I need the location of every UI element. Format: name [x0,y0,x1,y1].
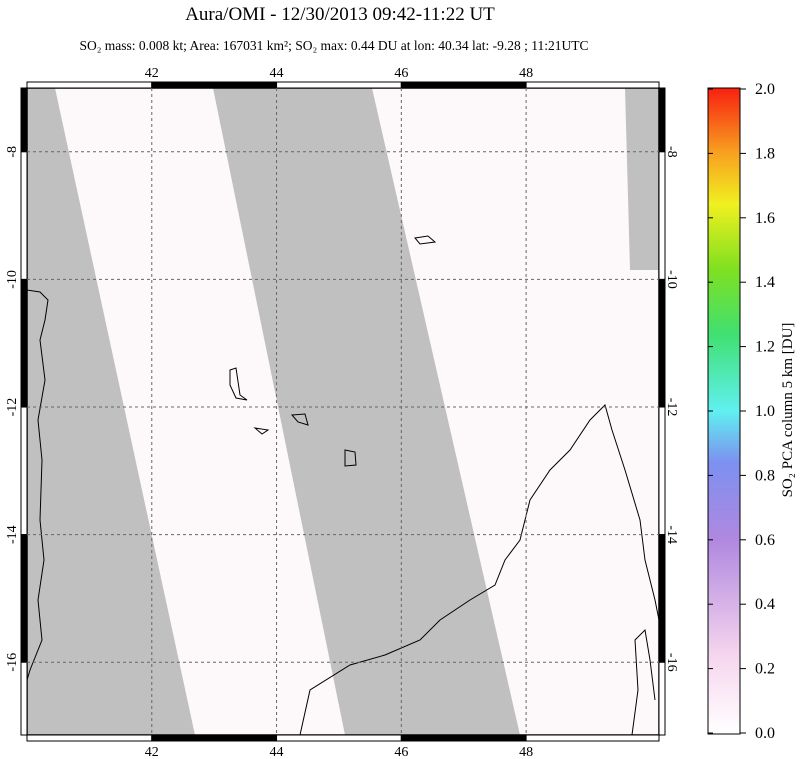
frame-bar [525,81,660,89]
lat-tick-label: -14 [664,525,679,544]
lat-tick-label: -10 [5,270,20,289]
frame-bar [20,151,28,280]
lon-tick-label: 48 [519,66,533,81]
frame-bar [658,406,666,536]
frame-bar [658,151,666,280]
frame-bar [658,534,666,663]
colorbar-label: SO₂ PCA column 5 km [DU] [780,323,796,498]
frame-bar [20,406,28,536]
frame-bar [151,81,278,89]
lat-tick-label: -16 [664,653,679,672]
frame-bar [151,734,278,742]
lat-tick-label: -12 [664,398,679,417]
frame-bar [525,734,660,742]
title: Aura/OMI - 12/30/2013 09:42-11:22 UT [185,4,495,25]
lon-tick-label: 42 [145,66,159,81]
colorbar-tick-label: 2.0 [755,81,775,98]
colorbar-tick-label: 0.8 [755,467,775,484]
lat-tick-label: -10 [664,270,679,289]
coastline [27,235,659,735]
colorbar-tick-label: 1.4 [755,274,775,291]
colorbar-tick-label: 1.8 [755,145,775,162]
frame-bar [658,87,666,153]
frame-bar [400,81,527,89]
lon-tick-label: 44 [270,745,284,759]
subtitle: SO₂ mass: 0.008 kt; Area: 167031 km²; SO… [79,38,588,53]
frame-bar [26,734,153,742]
lat-tick-label: -14 [5,525,20,544]
frame-bar [20,661,28,736]
lat-tick-label: -16 [5,653,20,672]
frame-bar [276,81,402,89]
frame-bar [26,81,153,89]
frame-bar [400,734,527,742]
swath [55,88,345,735]
colorbar-tick-label: 1.6 [755,210,775,227]
swath [372,88,659,735]
colorbar-tick-label: 0.0 [755,725,775,742]
map [27,88,659,735]
colorbar-tick-label: 0.4 [755,596,775,613]
colorbar-tick-label: 1.0 [755,403,775,420]
lat-tick-label: -8 [664,146,679,158]
colorbar-tick-label: 1.2 [755,339,775,356]
frame-bar [20,87,28,153]
lon-tick-label: 44 [270,66,284,81]
frame-bar [20,278,28,408]
colorbar-tick-label: 0.2 [755,661,775,678]
frame-bar [658,661,666,736]
frame-bar [658,278,666,408]
lon-tick-label: 42 [145,745,159,759]
lon-tick-label: 46 [394,745,408,759]
frame-bar [276,734,402,742]
lon-tick-label: 48 [519,745,533,759]
colorbar-tick-label: 0.6 [755,532,775,549]
lon-tick-label: 46 [394,66,408,81]
lat-tick-label: -8 [5,146,20,158]
lat-tick-label: -12 [5,398,20,417]
frame-bar [20,534,28,663]
